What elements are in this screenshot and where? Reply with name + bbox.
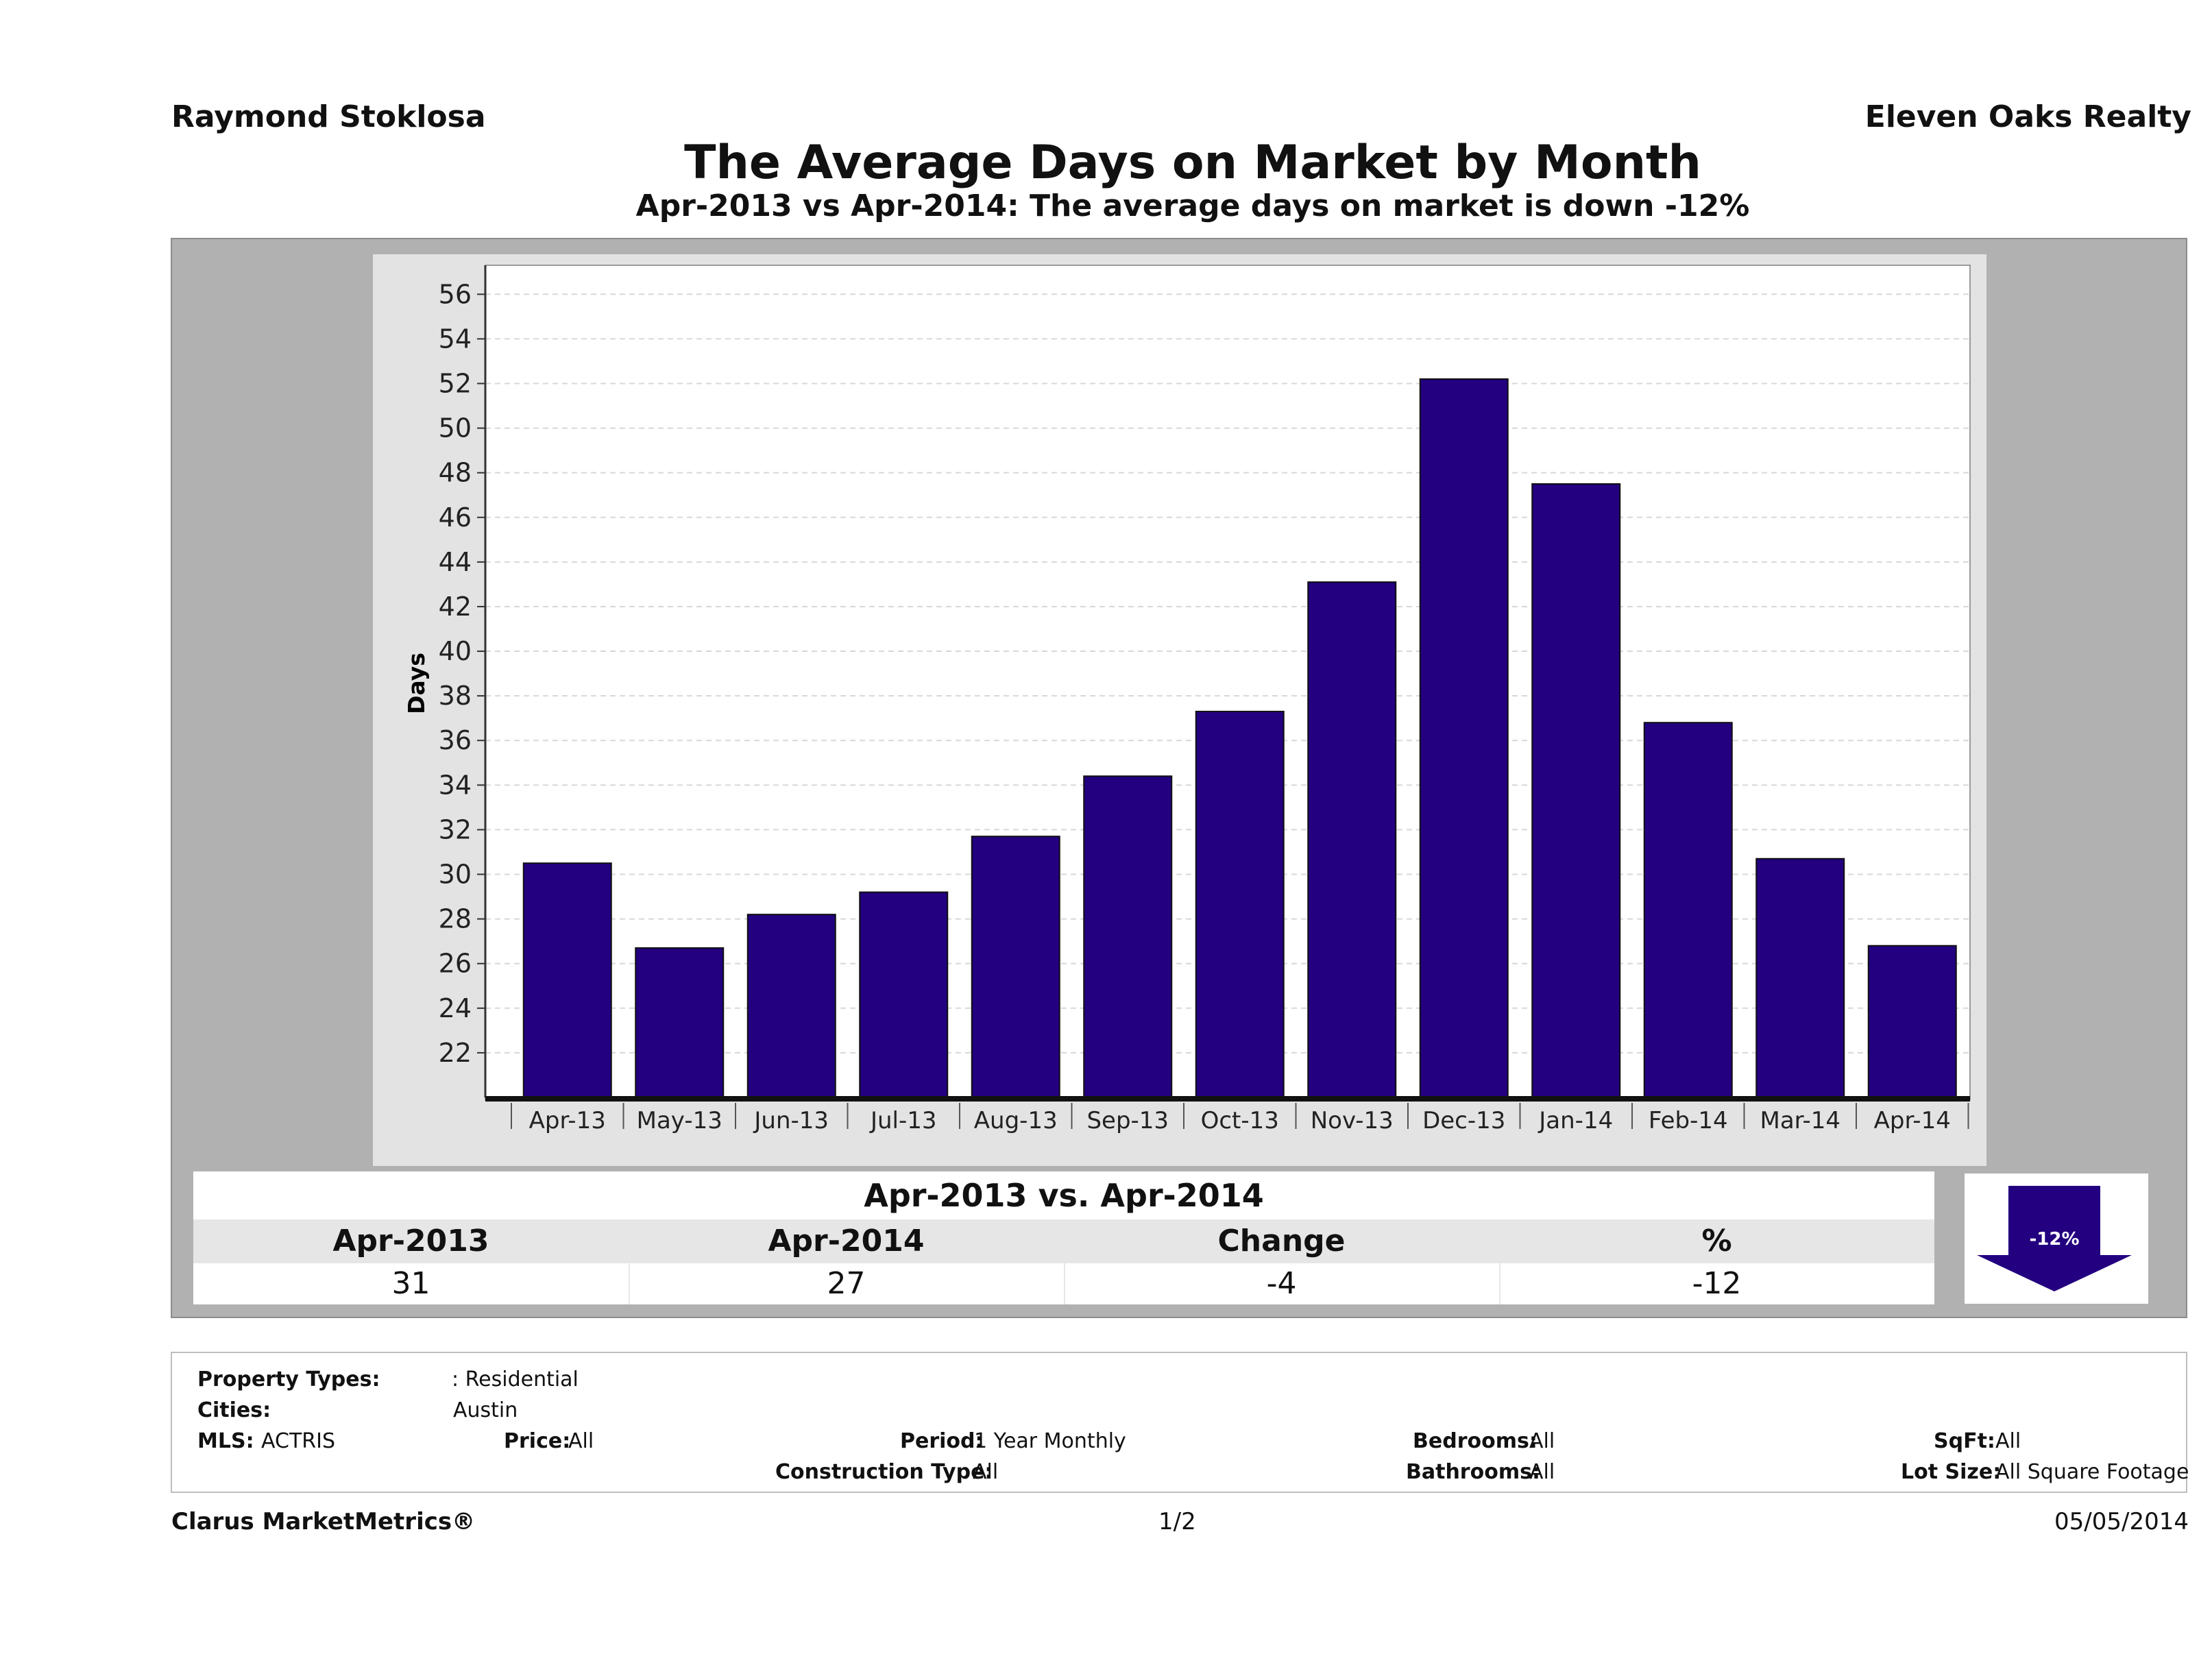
- divider: [1499, 1263, 1500, 1304]
- summary-value-cell: -4: [1266, 1266, 1297, 1301]
- filter-value: All: [568, 1429, 594, 1453]
- x-tick-label: Nov-13: [1311, 1107, 1394, 1134]
- y-tick-label: 54: [439, 324, 472, 354]
- bar: [746, 914, 836, 1098]
- filter-label: Bathrooms:: [1406, 1460, 1540, 1484]
- summary-header-cell: Apr-2013: [332, 1224, 489, 1258]
- summary-value-cell: 27: [827, 1266, 866, 1301]
- bar: [1643, 722, 1733, 1098]
- y-tick-label: 24: [439, 993, 472, 1023]
- y-tick-label: 56: [439, 279, 472, 309]
- bar: [1867, 945, 1957, 1098]
- filter-value: ACTRIS: [261, 1429, 336, 1453]
- summary-title: Apr-2013 vs. Apr-2014: [193, 1171, 1934, 1219]
- report-date: 05/05/2014: [2054, 1508, 2189, 1535]
- y-tick-label: 52: [439, 368, 472, 398]
- bar: [1531, 483, 1621, 1098]
- x-tick-label: Aug-13: [974, 1107, 1058, 1134]
- filter-label: Bedrooms:: [1413, 1429, 1538, 1453]
- bar: [1419, 378, 1509, 1099]
- company-name: Eleven Oaks Realty: [1864, 99, 2191, 134]
- divider: [1064, 1263, 1065, 1304]
- bar-chart: 22 24 26 28 30 32 34 36 38 40 42 44 46 48 50 52 54 56 Apr-…: [373, 254, 1986, 1166]
- filter-label: MLS:: [197, 1429, 254, 1453]
- report-title: The Average Days on Market by Month: [684, 136, 1701, 190]
- x-axis-line: [485, 1096, 1970, 1102]
- down-arrow-icon: -12%: [1977, 1186, 2132, 1291]
- y-tick-label: 36: [439, 725, 472, 755]
- bar: [859, 891, 949, 1098]
- trend-badge: -12%: [1965, 1174, 2148, 1304]
- y-tick-label: 34: [439, 770, 472, 800]
- y-tick-label: 26: [439, 949, 472, 979]
- filter-label: Period:: [900, 1429, 984, 1453]
- x-tick-label: Jan-14: [1538, 1107, 1613, 1134]
- filter-label: SqFt:: [1934, 1429, 1995, 1453]
- y-tick-label: 28: [439, 904, 472, 934]
- y-tick-label: 48: [439, 458, 472, 488]
- filter-label: Cities:: [197, 1398, 271, 1422]
- filter-value: All: [1529, 1460, 1555, 1484]
- x-tick-label: Apr-14: [1874, 1107, 1951, 1134]
- filter-value: All: [1529, 1429, 1555, 1453]
- y-tick-label: 22: [439, 1038, 472, 1068]
- bar: [971, 836, 1060, 1098]
- x-tick-label: Mar-14: [1760, 1107, 1840, 1134]
- chart-frame: 22 24 26 28 30 32 34 36 38 40 42 44 46 48 50 52 54 56 Apr-…: [171, 238, 2187, 1318]
- axes: 22 24 26 28 30 32 34 36 38 40 42 44 46 48 50 52 54 56 Apr-…: [439, 265, 1970, 1134]
- x-tick-label: Sep-13: [1086, 1107, 1169, 1134]
- filter-label: Property Types:: [197, 1367, 380, 1391]
- report-filters: Property Types: : Residential Cities: Au…: [171, 1352, 2189, 1493]
- summary-header-cell: %: [1701, 1224, 1732, 1258]
- y-tick-label: 50: [439, 413, 472, 443]
- y-axis-title: Days: [403, 653, 430, 714]
- bar: [522, 862, 612, 1098]
- summary-value-row: 31 27 -4 -12: [193, 1263, 1934, 1304]
- filter-value: Austin: [453, 1398, 518, 1422]
- report-subtitle: Apr-2013 vs Apr-2014: The average days o…: [635, 189, 1750, 223]
- comparison-summary: Apr-2013 vs. Apr-2014 Apr-2013 Apr-2014 …: [193, 1171, 1934, 1304]
- bar: [635, 947, 725, 1099]
- x-tick-label: May-13: [637, 1107, 722, 1134]
- x-tick-label: Apr-13: [529, 1107, 606, 1134]
- agent-name: Raymond Stoklosa: [171, 99, 486, 134]
- y-tick-label: 42: [439, 592, 472, 622]
- page-number: 1/2: [1158, 1508, 1196, 1535]
- filter-value: All: [1995, 1429, 2021, 1453]
- x-tick-label: Oct-13: [1201, 1107, 1279, 1134]
- y-tick-label: 44: [439, 547, 472, 577]
- summary-value-cell: -12: [1692, 1266, 1742, 1301]
- filter-label: Price:: [504, 1429, 571, 1453]
- x-tick-label: Dec-13: [1422, 1107, 1505, 1134]
- x-tick-label: Feb-14: [1649, 1107, 1728, 1134]
- y-tick-label: 38: [439, 681, 472, 711]
- bar: [1755, 858, 1845, 1098]
- bar: [1195, 710, 1285, 1098]
- filter-value: All: [973, 1460, 999, 1484]
- summary-header-row: Apr-2013 Apr-2014 Change %: [193, 1219, 1934, 1263]
- summary-header-cell: Change: [1217, 1224, 1346, 1258]
- summary-value-cell: 31: [391, 1266, 430, 1301]
- footer-brand: Clarus MarketMetrics®: [171, 1508, 476, 1535]
- filter-label: Lot Size:: [1901, 1460, 2002, 1484]
- filter-value: : Residential: [452, 1367, 579, 1391]
- filter-value: All Square Footage: [1995, 1460, 2189, 1484]
- filter-label: Construction Type:: [775, 1460, 993, 1484]
- divider: [629, 1263, 630, 1304]
- x-tick-label: Jun-13: [753, 1107, 829, 1134]
- filter-value: 1 Year Monthly: [974, 1429, 1126, 1453]
- bar: [1083, 775, 1173, 1098]
- y-tick-label: 32: [439, 814, 472, 844]
- x-tick-label: Jul-13: [869, 1107, 937, 1134]
- y-tick-label: 40: [439, 636, 472, 666]
- trend-badge-label: -12%: [2029, 1229, 2079, 1250]
- y-tick-label: 46: [439, 502, 472, 533]
- y-tick-label: 30: [439, 860, 472, 890]
- bars: [522, 378, 1957, 1099]
- bar: [1307, 581, 1397, 1099]
- summary-header-cell: Apr-2014: [768, 1224, 925, 1258]
